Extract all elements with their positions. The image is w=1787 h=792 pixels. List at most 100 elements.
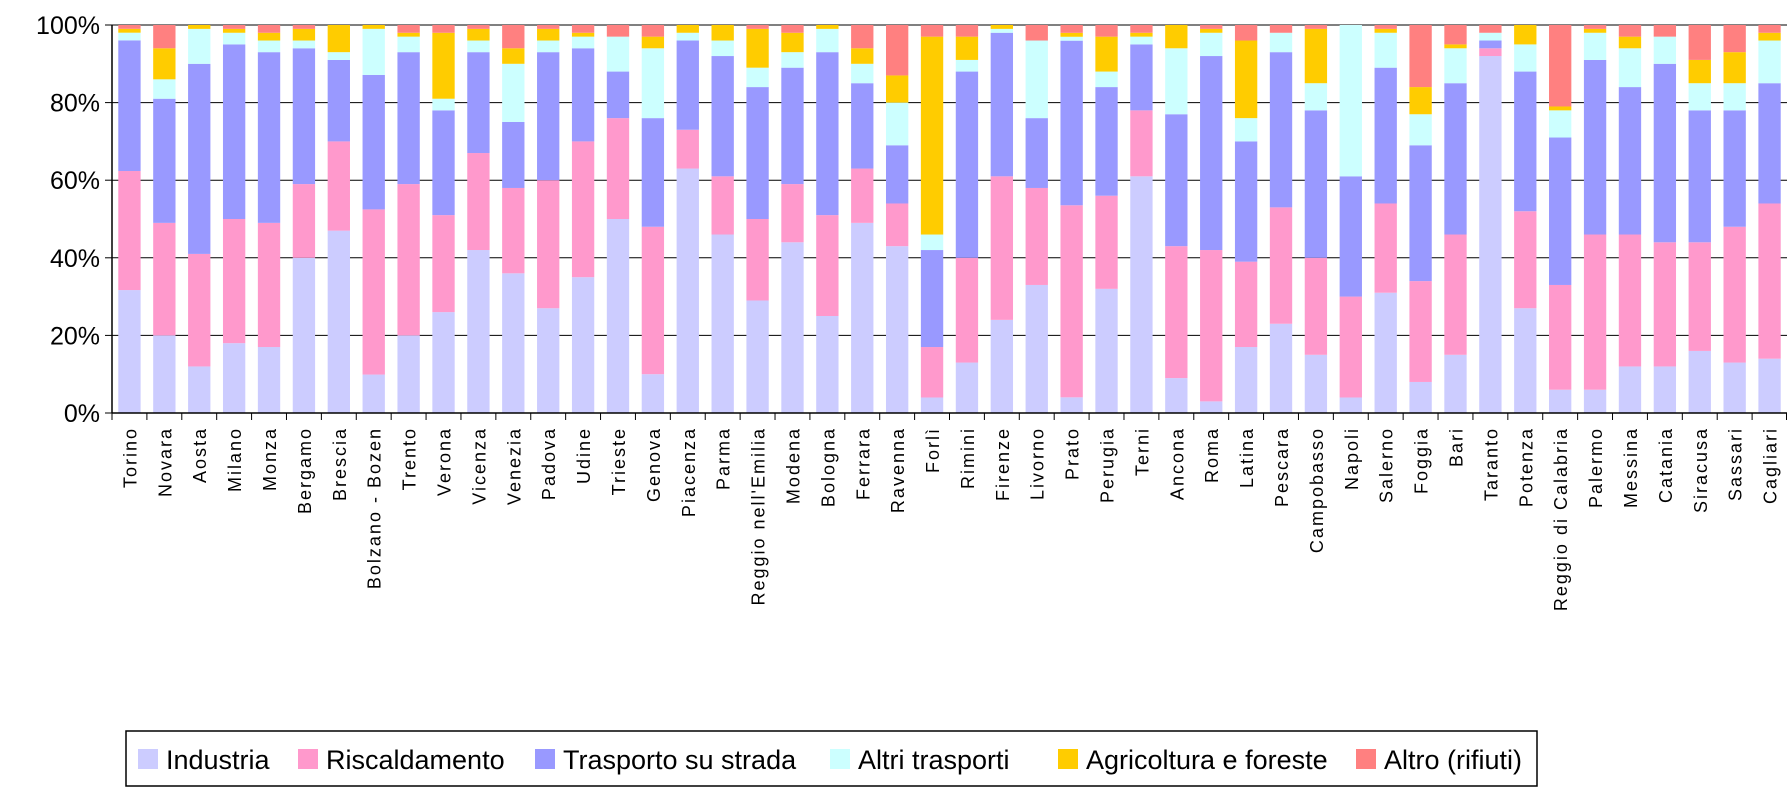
bar-segment <box>1514 71 1537 212</box>
bar-segment <box>362 25 385 29</box>
bar-segment <box>920 347 944 398</box>
bar-stack <box>606 25 630 413</box>
bar-segment <box>990 319 1014 413</box>
bar-stack <box>1514 25 1537 413</box>
category-labels: Torino Novara Aosta Milano Monza Bergamo Bresc… <box>120 427 1780 611</box>
bar-segment <box>188 28 211 64</box>
bar-segment <box>467 250 490 413</box>
bar-stack <box>990 25 1014 413</box>
bar-segment <box>1723 110 1746 227</box>
bar-stack <box>1618 25 1642 413</box>
bar-segment <box>1514 44 1537 72</box>
bar-segment <box>606 118 630 219</box>
legend-item: Industria <box>138 745 271 775</box>
bar-segment <box>781 25 804 33</box>
bar-segment <box>955 257 979 363</box>
bar-segment <box>1130 36 1153 45</box>
bar-stack <box>1374 25 1397 413</box>
x-tick-label: Reggio nell'Emilia <box>749 427 769 606</box>
bar-segment <box>362 374 385 413</box>
bar-segment <box>1304 110 1328 258</box>
x-tick-label: Trento <box>400 427 420 490</box>
legend-item: Trasporto su strada <box>535 745 797 775</box>
bar-segment <box>1165 25 1188 49</box>
bar-segment <box>1549 389 1572 413</box>
bar-segment <box>1234 40 1258 119</box>
legend-label: Altri trasporti <box>858 745 1010 775</box>
bar-segment <box>571 36 595 49</box>
x-tick-label: Firenze <box>993 427 1013 501</box>
bar-segment <box>1409 381 1432 413</box>
bar-segment <box>781 52 804 68</box>
bar-segment <box>1060 397 1083 413</box>
axes: 0% 20% 40% 60% 80% 100% <box>36 12 1787 428</box>
bar-segment <box>571 32 595 37</box>
bar-segment <box>746 28 769 68</box>
bar-stack <box>781 25 804 413</box>
gridlines <box>112 24 1787 336</box>
bar-segment <box>1200 401 1223 413</box>
bar-segment <box>711 176 734 235</box>
bar-segment <box>118 28 141 33</box>
bar-segment <box>502 273 525 413</box>
bar-stack <box>1653 25 1677 413</box>
x-tick-label: Foggia <box>1412 427 1432 494</box>
bar-segment <box>955 59 979 72</box>
bar-segment <box>118 290 141 413</box>
bar-segment <box>222 32 246 45</box>
bar-segment <box>153 335 176 413</box>
bar-segment <box>222 25 246 29</box>
x-tick-label: Siracusa <box>1691 427 1711 513</box>
bar-segment <box>851 25 874 49</box>
legend-item: Altri trasporti <box>830 745 1010 775</box>
x-tick-label: Milano <box>225 427 245 492</box>
bar-segment <box>188 366 211 413</box>
bar-segment <box>1269 52 1293 208</box>
bar-segment <box>990 28 1014 33</box>
bar-segment <box>1758 25 1781 33</box>
y-tick-label: 80% <box>50 90 100 118</box>
x-tick-label: Piacenza <box>679 427 699 517</box>
x-tick-label: Bari <box>1446 427 1466 467</box>
bar-segment <box>781 184 804 243</box>
bar-segment <box>1130 110 1153 177</box>
bar-segment <box>153 98 176 223</box>
x-tick-label: Modena <box>783 427 803 504</box>
bar-segment <box>1200 25 1223 29</box>
bar-segment <box>397 36 420 53</box>
bar-segment <box>1200 250 1223 402</box>
bar-segment <box>1758 358 1781 413</box>
bar-stack <box>1479 25 1502 413</box>
bar-segment <box>1060 25 1083 33</box>
y-tick-label: 0% <box>64 400 100 428</box>
bar-segment <box>1200 32 1223 57</box>
bar-stack <box>1583 25 1607 413</box>
bar-segment <box>257 40 281 53</box>
bar-segment <box>1444 234 1467 355</box>
bar-segment <box>1583 59 1607 235</box>
bar-segment <box>1060 205 1083 398</box>
bar-segment <box>920 250 944 348</box>
bar-segment <box>1549 137 1572 285</box>
bar-segment <box>1339 25 1362 177</box>
bar-segment <box>1234 141 1258 262</box>
bar-segment <box>711 25 734 41</box>
bar-segment <box>537 308 560 413</box>
bar-segment <box>1095 36 1118 72</box>
x-tick-label: Prato <box>1063 427 1083 480</box>
x-tick-label: Padova <box>539 427 559 500</box>
x-tick-label: Terni <box>1132 427 1152 476</box>
bar-segment <box>1618 87 1642 235</box>
bar-segment <box>1758 40 1781 84</box>
bar-segment <box>1688 110 1711 243</box>
bar-segment <box>676 25 699 33</box>
bar-segment <box>676 32 699 41</box>
bar-segment <box>327 25 350 53</box>
x-tick-label: Venezia <box>504 427 524 505</box>
bar-segment <box>571 48 595 142</box>
bar-segment <box>571 141 595 278</box>
bar-segment <box>153 222 176 336</box>
bar-segment <box>885 246 909 413</box>
bar-segment <box>362 74 385 210</box>
bar-segment <box>1409 25 1432 88</box>
